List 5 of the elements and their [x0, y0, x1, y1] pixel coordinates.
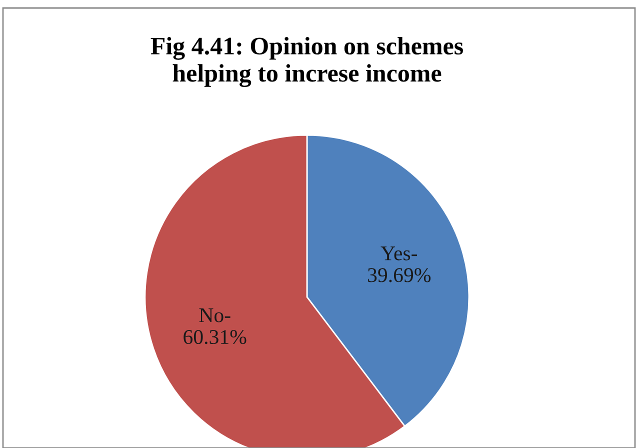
data-label: 39.69% — [368, 268, 431, 282]
chart-title: Fig 4.41: Opinion on schemes helping to increse income — [150, 36, 463, 88]
data-label: 60.31% — [184, 330, 246, 344]
slice-label: No- — [199, 308, 230, 322]
slice-label: Yes- — [380, 246, 418, 260]
